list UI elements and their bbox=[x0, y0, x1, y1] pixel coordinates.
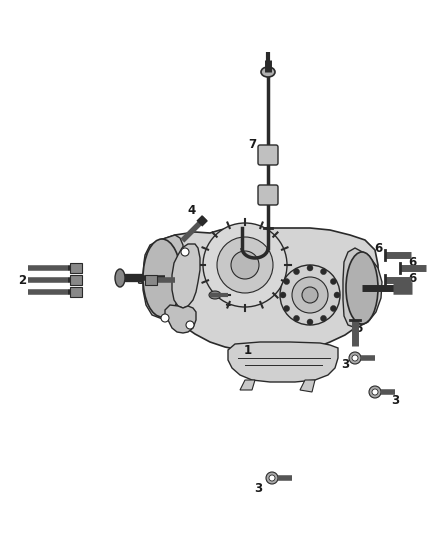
Ellipse shape bbox=[209, 291, 221, 299]
Polygon shape bbox=[154, 228, 378, 352]
Text: 5: 5 bbox=[136, 273, 144, 287]
Polygon shape bbox=[343, 248, 382, 328]
Circle shape bbox=[307, 319, 313, 325]
FancyBboxPatch shape bbox=[70, 275, 82, 285]
Polygon shape bbox=[240, 380, 255, 390]
Circle shape bbox=[269, 475, 275, 481]
Circle shape bbox=[302, 287, 318, 303]
Circle shape bbox=[280, 292, 286, 298]
Ellipse shape bbox=[346, 252, 378, 324]
Polygon shape bbox=[172, 244, 200, 308]
Circle shape bbox=[284, 305, 290, 311]
Circle shape bbox=[369, 386, 381, 398]
Polygon shape bbox=[228, 342, 338, 382]
Circle shape bbox=[334, 292, 340, 298]
Text: 7: 7 bbox=[248, 139, 256, 151]
Text: 6: 6 bbox=[354, 321, 362, 335]
FancyBboxPatch shape bbox=[258, 185, 278, 205]
Polygon shape bbox=[143, 235, 183, 320]
Circle shape bbox=[203, 223, 287, 307]
Circle shape bbox=[321, 269, 326, 274]
Circle shape bbox=[372, 389, 378, 395]
Text: 6: 6 bbox=[374, 241, 382, 254]
Ellipse shape bbox=[115, 269, 125, 287]
Circle shape bbox=[181, 248, 189, 256]
Circle shape bbox=[280, 265, 340, 325]
Text: 5: 5 bbox=[224, 295, 232, 309]
Circle shape bbox=[330, 279, 336, 285]
Circle shape bbox=[266, 472, 278, 484]
FancyBboxPatch shape bbox=[145, 275, 157, 285]
FancyBboxPatch shape bbox=[70, 263, 82, 273]
Circle shape bbox=[231, 251, 259, 279]
Text: 6: 6 bbox=[408, 271, 416, 285]
FancyBboxPatch shape bbox=[258, 145, 278, 165]
Polygon shape bbox=[300, 380, 315, 392]
Circle shape bbox=[186, 321, 194, 329]
Text: 1: 1 bbox=[244, 343, 252, 357]
Circle shape bbox=[349, 352, 361, 364]
Circle shape bbox=[293, 269, 300, 274]
Circle shape bbox=[330, 305, 336, 311]
Circle shape bbox=[217, 237, 273, 293]
Circle shape bbox=[293, 316, 300, 321]
Text: 3: 3 bbox=[254, 481, 262, 495]
Ellipse shape bbox=[261, 67, 275, 77]
Text: 6: 6 bbox=[408, 255, 416, 269]
Circle shape bbox=[307, 265, 313, 271]
Text: 4: 4 bbox=[188, 204, 196, 216]
Ellipse shape bbox=[143, 239, 181, 317]
Polygon shape bbox=[165, 305, 196, 333]
Circle shape bbox=[352, 355, 358, 361]
Circle shape bbox=[292, 277, 328, 313]
Text: 3: 3 bbox=[391, 393, 399, 407]
Circle shape bbox=[161, 314, 169, 322]
Circle shape bbox=[321, 316, 326, 321]
Text: 3: 3 bbox=[341, 359, 349, 372]
Text: 2: 2 bbox=[18, 273, 26, 287]
Circle shape bbox=[284, 279, 290, 285]
FancyBboxPatch shape bbox=[70, 287, 82, 297]
